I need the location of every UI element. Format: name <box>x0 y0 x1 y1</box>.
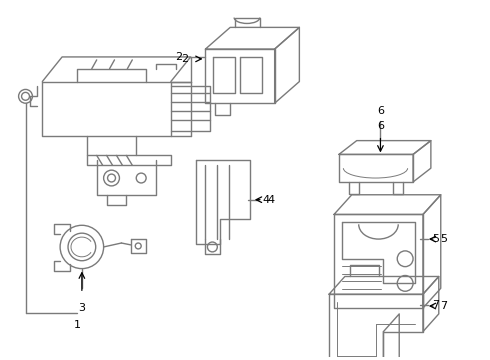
Text: 4: 4 <box>268 195 275 205</box>
Text: 5: 5 <box>432 234 439 244</box>
Text: 6: 6 <box>377 106 384 116</box>
Text: 2: 2 <box>181 54 189 64</box>
Text: 6: 6 <box>377 121 384 131</box>
Text: 3: 3 <box>78 303 85 313</box>
Text: 1: 1 <box>74 320 80 330</box>
Text: 7: 7 <box>432 300 439 310</box>
Text: 5: 5 <box>440 234 447 244</box>
Text: 7: 7 <box>440 301 447 311</box>
Text: 2: 2 <box>175 52 183 62</box>
Text: 4: 4 <box>263 195 270 205</box>
